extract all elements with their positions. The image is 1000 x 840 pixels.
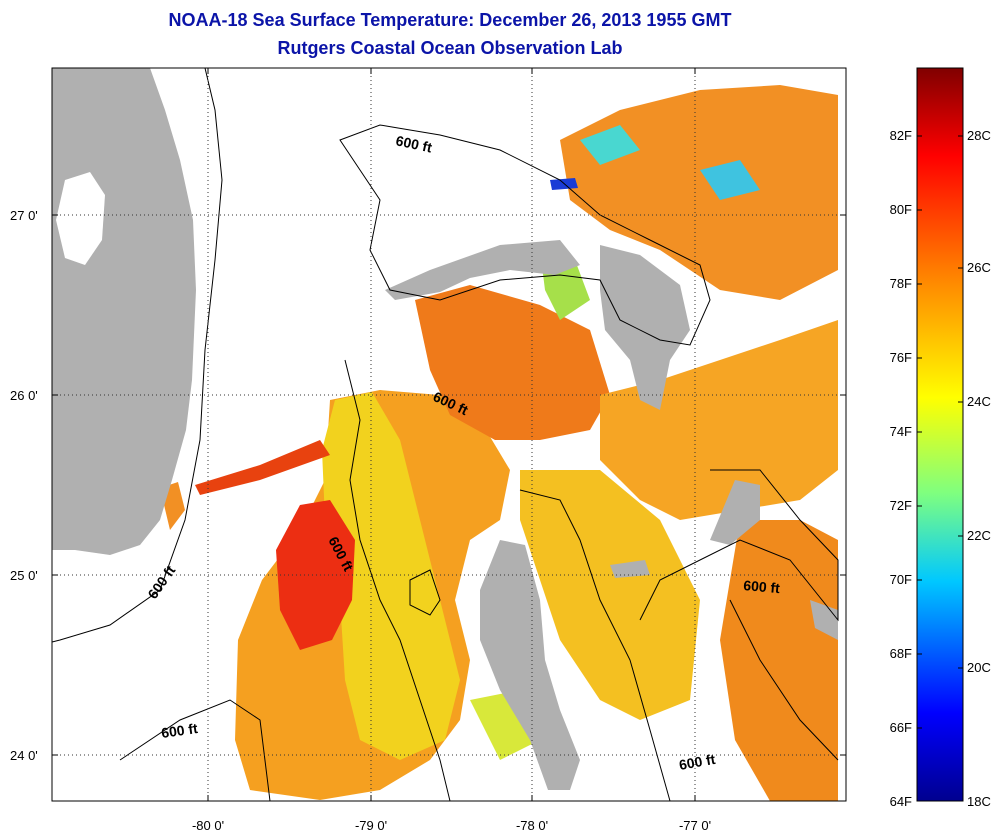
contour-label-north: 600 ft — [394, 132, 433, 155]
land-abaco — [600, 245, 690, 410]
contour-south-east — [729, 599, 839, 761]
land-eleuthera — [710, 480, 760, 545]
lake-okeechobee — [56, 172, 105, 265]
colorbar-f-74: 74F — [890, 424, 912, 439]
contour-label-east: 600 ft — [743, 577, 781, 596]
map-subtitle: Rutgers Coastal Ocean Observation Lab — [277, 38, 623, 58]
contour-label-south: 600 ft — [678, 751, 717, 773]
land-exuma — [810, 600, 838, 640]
lat-tick-27: 27 0' — [10, 208, 38, 223]
contour-east — [639, 469, 839, 622]
lon-tick-79: -79 0' — [355, 818, 387, 833]
colorbar-c-20: 20C — [967, 660, 991, 675]
graticule — [52, 68, 846, 801]
sst-patch-red-streak — [195, 440, 330, 495]
colorbar-gradient — [916, 67, 964, 802]
lon-tick-77: -77 0' — [679, 818, 711, 833]
colorbar-c-22: 22C — [967, 528, 991, 543]
sst-field — [160, 85, 838, 801]
colorbar-c-28: 28C — [967, 128, 991, 143]
land-new-providence — [610, 560, 650, 578]
sst-patch-central-orange — [415, 285, 610, 440]
contour-florida-shelf — [52, 68, 223, 643]
contour-bottom-left — [119, 699, 271, 801]
depth-contours — [52, 68, 839, 801]
contour-great-bahama-bank — [344, 359, 451, 801]
sst-patch-southeast — [720, 520, 838, 801]
colorbar-c-24: 24C — [967, 394, 991, 409]
sst-patch-red — [276, 500, 355, 650]
contour-label-southwest: 600 ft — [160, 720, 199, 741]
sst-patch-south-mid — [520, 470, 700, 720]
sst-patch-north-cyan2 — [700, 160, 760, 200]
lat-tick-25: 25 0' — [10, 568, 38, 583]
sst-patch-central-east — [600, 320, 838, 520]
sst-patch-north-cyan — [580, 125, 640, 165]
colorbar-f-66: 66F — [890, 720, 912, 735]
colorbar-f-78: 78F — [890, 276, 912, 291]
land-andros — [480, 540, 580, 790]
colorbar-f-80: 80F — [890, 202, 912, 217]
lon-tick-78: -78 0' — [516, 818, 548, 833]
lon-tick-80: -80 0' — [192, 818, 224, 833]
lat-tick-26: 26 0' — [10, 388, 38, 403]
colorbar-f-72: 72F — [890, 498, 912, 513]
colorbar-f-64: 64F — [890, 794, 912, 809]
map-frame — [51, 67, 847, 802]
colorbar: 82F 80F 78F 76F 74F 72F 70F 68F 66F 64F … — [890, 67, 991, 809]
map-title: NOAA-18 Sea Surface Temperature: Decembe… — [168, 10, 732, 30]
colorbar-c-18: 18C — [967, 794, 991, 809]
contour-andros-west — [519, 489, 671, 801]
colorbar-f-82: 82F — [890, 128, 912, 143]
land-grand-bahama — [385, 240, 580, 300]
colorbar-ticks — [917, 135, 963, 729]
lat-tick-24: 24 0' — [10, 748, 38, 763]
contour-little-bahama-bank — [339, 124, 711, 346]
colorbar-f-70: 70F — [890, 572, 912, 587]
colorbar-f-68: 68F — [890, 646, 912, 661]
colorbar-c-26: 26C — [967, 260, 991, 275]
sst-patch-west-yellow — [322, 392, 460, 760]
map-ticks — [52, 68, 846, 801]
contour-tongue — [409, 569, 441, 616]
map-panel: 600 ft 600 ft 600 ft 600 ft 600 ft 600 f… — [52, 68, 846, 801]
colorbar-f-76: 76F — [890, 350, 912, 365]
